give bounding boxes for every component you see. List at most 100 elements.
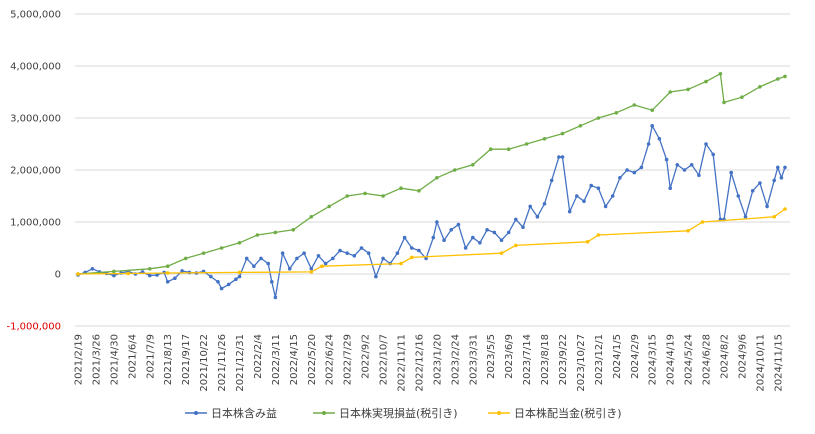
data-point: [596, 186, 601, 190]
data-point: [758, 181, 762, 185]
data-point: [639, 165, 644, 170]
series-line: [77, 123, 786, 298]
data-point: [399, 186, 403, 190]
data-point: [596, 233, 601, 237]
data-point: [783, 74, 787, 79]
x-tick-label: 2023/6/9: [504, 334, 515, 379]
data-point: [309, 215, 314, 219]
x-tick-label: 2023/3/31: [468, 334, 479, 385]
x-tick-label: 2023/8/18: [540, 334, 551, 385]
data-point: [417, 248, 421, 253]
x-tick-label: 2022/6/24: [325, 334, 336, 385]
data-point: [514, 217, 518, 222]
x-tick-label: 2022/11/11: [396, 334, 407, 392]
data-point: [582, 199, 586, 203]
data-point: [381, 256, 385, 261]
data-point: [237, 270, 242, 275]
data-point: [226, 282, 231, 287]
y-tick-label: 2,000,000: [10, 166, 61, 177]
data-point: [173, 276, 177, 281]
data-point: [542, 202, 547, 206]
data-point: [625, 168, 629, 172]
data-point: [323, 261, 328, 266]
data-point: [632, 170, 637, 175]
data-point: [650, 124, 654, 128]
data-point: [535, 215, 540, 219]
data-point: [682, 168, 687, 172]
data-point: [449, 228, 454, 232]
data-point: [287, 267, 292, 271]
legend-swatch-marker: [194, 411, 198, 415]
data-point: [338, 248, 342, 253]
x-tick-label: 2021/6/4: [127, 334, 138, 379]
data-point: [758, 85, 762, 89]
data-point: [417, 189, 421, 193]
data-point: [499, 251, 504, 255]
x-axis-tick-labels: 2021/2/19 2021/3/26 2021/4/30 2021/6/4 2021/…: [74, 334, 785, 392]
legend: 日本株含み益 日本株実現損益(税引き) 日本株配当金(税引き): [185, 406, 622, 420]
data-point: [155, 273, 159, 277]
x-tick-label: 2023/9/22: [558, 334, 569, 385]
data-point: [463, 246, 468, 250]
legend-label: 日本株配当金(税引き): [514, 406, 622, 420]
data-point: [736, 194, 741, 198]
data-point: [244, 256, 249, 261]
data-point: [711, 152, 715, 157]
data-point: [352, 254, 357, 258]
data-point: [618, 176, 622, 180]
data-point: [180, 269, 184, 273]
data-point: [273, 295, 278, 300]
x-tick-label: 2022/10/7: [379, 334, 390, 385]
data-point: [112, 269, 116, 274]
data-point: [359, 246, 364, 250]
y-tick-label: 4,000,000: [10, 62, 61, 73]
x-tick-label: 2021/10/22: [199, 334, 210, 392]
data-point: [560, 131, 565, 136]
data-point: [363, 191, 367, 196]
x-tick-label: 2021/9/17: [181, 334, 192, 385]
data-point: [585, 240, 590, 244]
y-tick-label: -1,000,000: [6, 322, 61, 333]
y-axis-tick-labels: 5,000,000 4,000,000 3,000,000 2,000,000 1,00…: [6, 10, 61, 333]
data-point: [148, 273, 152, 278]
data-point: [750, 189, 755, 193]
legend-item: 日本株含み益: [185, 406, 277, 420]
data-point: [668, 186, 672, 190]
data-point: [273, 230, 278, 235]
series-2: [76, 72, 787, 276]
data-point: [219, 286, 224, 291]
series-1: [76, 123, 787, 300]
x-tick-label: 2024/10/11: [755, 334, 766, 392]
x-tick-label: 2024/3/15: [648, 334, 659, 385]
data-point: [302, 251, 306, 255]
data-point: [492, 230, 497, 235]
data-point: [183, 256, 188, 261]
data-point: [280, 251, 285, 255]
data-point: [589, 183, 593, 188]
data-point: [668, 90, 672, 94]
data-point: [614, 111, 619, 115]
data-point: [646, 142, 651, 146]
data-point: [259, 256, 263, 261]
data-point: [664, 157, 669, 162]
gridlines: [75, 13, 790, 327]
x-tick-label: 2022/2/4: [253, 334, 264, 379]
x-tick-label: 2023/1/20: [432, 334, 443, 385]
data-point: [567, 209, 572, 214]
data-point: [549, 178, 554, 183]
data-point: [431, 235, 436, 240]
x-tick-label: 2024/1/5: [612, 334, 623, 379]
x-tick-label: 2024/8/2: [719, 334, 730, 379]
data-point: [366, 251, 371, 255]
data-point: [410, 255, 414, 260]
legend-swatch-marker: [497, 411, 501, 415]
data-point: [632, 103, 637, 107]
data-point: [219, 246, 224, 250]
x-tick-label: 2021/7/9: [145, 334, 156, 379]
x-tick-label: 2024/9/6: [737, 334, 748, 379]
data-point: [270, 280, 274, 284]
data-point: [765, 204, 769, 209]
x-tick-label: 2024/2/9: [630, 334, 641, 379]
data-point: [165, 280, 170, 284]
